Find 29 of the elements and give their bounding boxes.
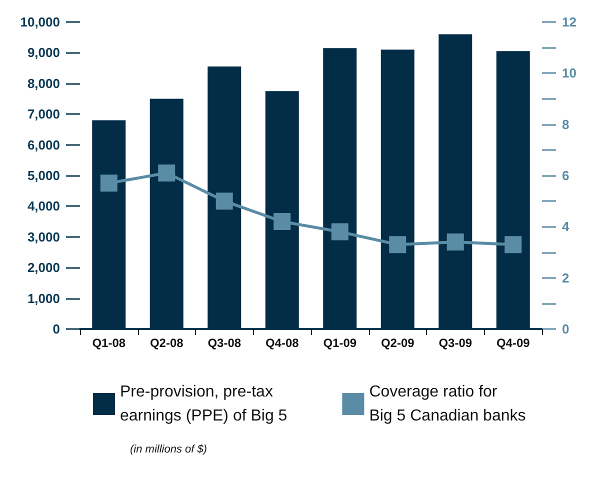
x-tick-label: Q3-09	[438, 336, 472, 350]
x-tick-label: Q1-09	[323, 336, 357, 350]
legend-label: Pre-provision, pre-tax earnings (PPE) of Big 5	[120, 384, 288, 424]
y2-tick-label: 6	[562, 168, 570, 183]
legend-label: Coverage ratio for Big 5 Canadian banks	[369, 384, 526, 424]
y-tick-label: 9,000	[27, 45, 60, 60]
y2-tick-label: 8	[562, 116, 570, 132]
y-tick-label: 2,000	[27, 260, 60, 276]
y-tick-label: 6,000	[27, 137, 60, 152]
y-tick-label: 10,000	[20, 14, 60, 30]
y-tick-label: 3,000	[27, 229, 60, 244]
y-tick-label: 5,000	[27, 168, 60, 183]
y-tick-label: 1,000	[27, 290, 60, 306]
x-tick-label: Q2-08	[150, 336, 184, 350]
x-tick-label: Q2-09	[380, 336, 415, 350]
x-tick-label: Q4-08	[265, 336, 300, 350]
x-tick-label: Q1-08	[92, 336, 126, 350]
y2-tick-label: 12	[562, 14, 576, 30]
y2-tick-label: 2	[562, 270, 570, 286]
y2-tick-label: 4	[562, 219, 570, 234]
y-tick-label: 4,000	[27, 198, 60, 214]
y2-tick-label: 0	[562, 322, 570, 336]
x-tick-label: Q4-09	[496, 336, 530, 350]
y2-tick-label: 10	[562, 66, 576, 81]
x-tick-label: Q3-08	[208, 336, 242, 350]
y-tick-label: 8,000	[27, 76, 60, 91]
y-tick-label: 7,000	[27, 106, 60, 122]
y-tick-label: 0	[52, 322, 60, 336]
text: (in millions of $)	[130, 444, 208, 456]
